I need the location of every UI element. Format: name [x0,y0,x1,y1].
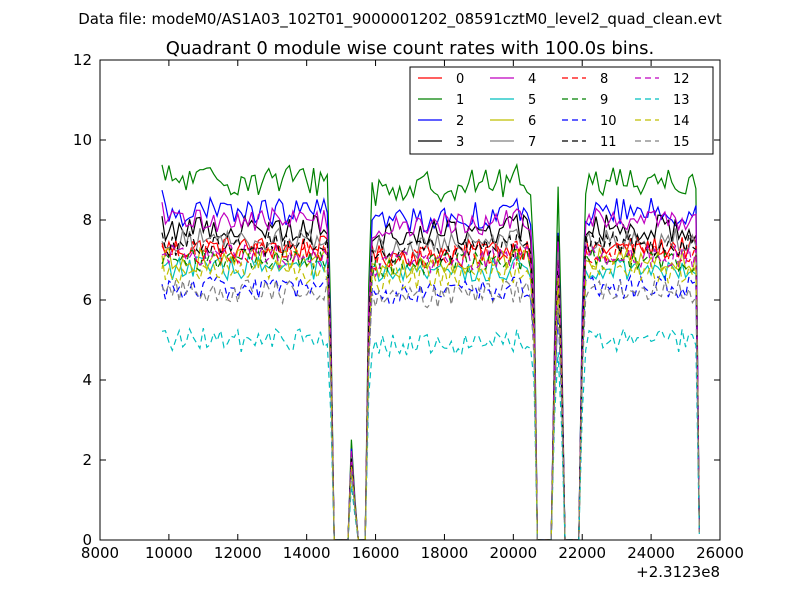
legend-box [409,66,714,155]
series-line-5 [161,255,700,540]
series-line-4 [161,202,700,540]
series-line-15 [161,277,700,540]
legend-label-9: 9 [600,93,608,108]
x-tick-label: 18000 [421,544,469,562]
series-line-1 [161,162,700,540]
chart-title: Quadrant 0 module wise count rates with … [166,38,655,59]
x-tick-label: 16000 [352,544,400,562]
y-tick-label: 2 [82,451,92,469]
x-tick-label: 20000 [489,544,537,562]
y-tick-label: 12 [73,51,92,69]
series-line-8 [161,238,700,540]
legend-label-13: 13 [673,93,690,108]
series-line-14 [161,255,700,540]
legend-label-7: 7 [528,135,536,150]
series-line-10 [161,273,700,540]
series-line-7 [161,227,700,540]
legend-label-1: 1 [456,93,464,108]
legend-label-5: 5 [528,93,536,108]
series-line-9 [161,247,700,540]
y-tick-label: 10 [73,131,92,149]
legend-label-11: 11 [600,135,617,150]
legend-label-15: 15 [673,135,690,150]
legend-label-12: 12 [673,72,690,87]
y-tick-label: 0 [82,531,92,549]
x-tick-label: 26000 [696,544,744,562]
series-line-2 [161,189,700,540]
x-tick-label: 14000 [283,544,331,562]
x-tick-label: 12000 [214,544,262,562]
legend-label-14: 14 [673,114,690,129]
y-tick-label: 4 [82,371,92,389]
legend-label-8: 8 [600,72,608,87]
series-line-11 [161,230,700,540]
x-axis: 8000 10000 12000 14000 16000 18000 20000 22000 2… [81,60,744,562]
series-line-13 [161,326,700,540]
y-tick-label: 6 [82,291,92,309]
x-tick-label: 10000 [145,544,193,562]
legend-label-3: 3 [456,135,464,150]
figure-suptitle: Data file: modeM0/AS1A03_102T01_90000012… [78,10,722,29]
x-tick-label: 24000 [627,544,675,562]
series-line-3 [161,213,700,540]
legend-label-2: 2 [456,114,464,129]
legend-label-6: 6 [528,114,536,129]
series-layer [161,162,700,540]
y-tick-label: 8 [82,211,92,229]
legend-label-10: 10 [600,114,617,129]
series-line-12 [161,243,700,540]
legend-label-4: 4 [528,72,536,87]
series-line-6 [161,246,700,540]
legend-label-0: 0 [456,72,464,87]
x-offset-label: +2.3123e8 [636,563,720,581]
x-tick-label: 22000 [558,544,606,562]
x-tick-label: 8000 [81,544,119,562]
